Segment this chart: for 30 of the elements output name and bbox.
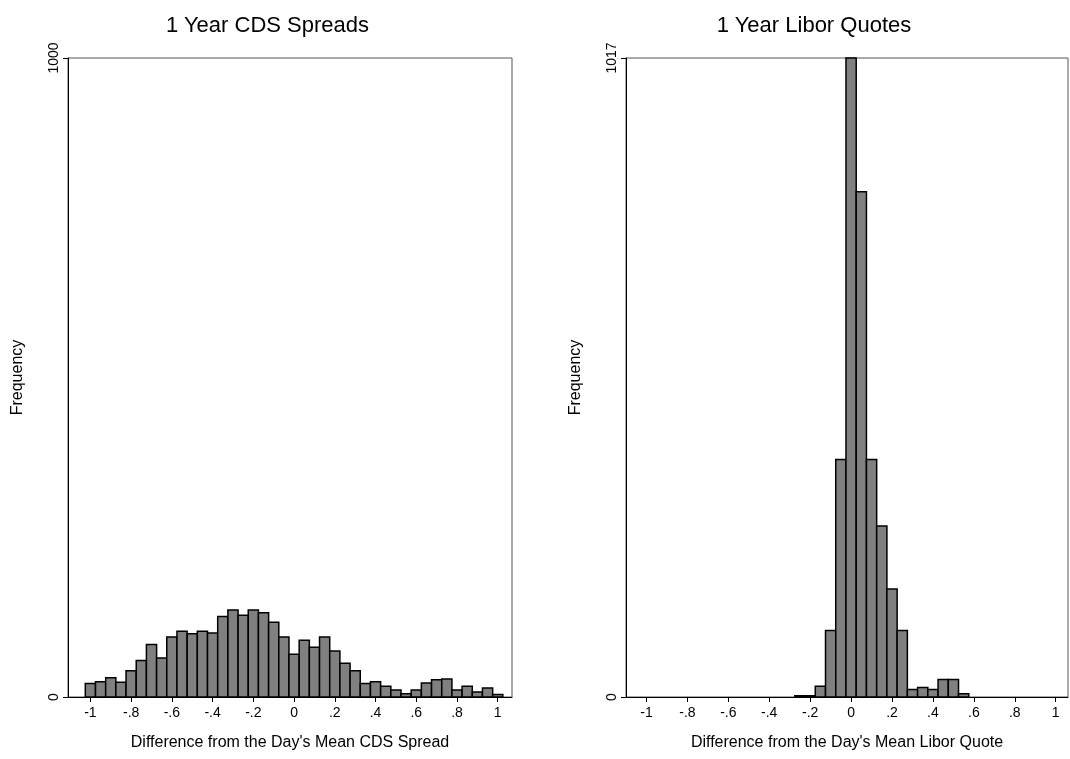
- x-tick-label: .4: [927, 704, 939, 720]
- x-tick-label: .2: [886, 704, 899, 720]
- y-axis-title: Frequency: [7, 339, 25, 416]
- x-axis-title: Difference from the Day's Mean Libor Quote: [690, 732, 1004, 750]
- x-tick-label: -.2: [245, 704, 262, 720]
- x-tick-label: 1: [493, 704, 502, 720]
- x-tick-label: -.8: [679, 704, 696, 720]
- x-tick-label: -1: [84, 704, 97, 720]
- x-tick-label: .6: [410, 704, 423, 720]
- x-tick-label: -.6: [720, 704, 737, 720]
- x-tick-label: -.8: [122, 704, 140, 720]
- x-tick-label: .8: [1008, 704, 1021, 720]
- x-tick-label: -.4: [761, 704, 778, 720]
- x-tick-label: 0: [847, 704, 856, 720]
- x-axis-title: Difference from the Day's Mean CDS Spread: [130, 732, 450, 750]
- y-tick-label: 1017: [603, 42, 619, 74]
- chart-title: 1 Year CDS Spreads: [165, 11, 370, 37]
- y-axis-title: Frequency: [565, 339, 583, 416]
- x-tick-label: .2: [328, 704, 341, 720]
- x-tick-label: -1: [640, 704, 653, 720]
- chart-title: 1 Year Libor Quotes: [716, 11, 912, 37]
- x-tick-label: -.6: [163, 704, 181, 720]
- x-tick-label: .6: [968, 704, 980, 720]
- x-tick-label: 0: [290, 704, 299, 720]
- x-tick-label: .8: [451, 704, 464, 720]
- x-tick-label: -.2: [801, 704, 819, 720]
- x-tick-label: .4: [369, 704, 382, 720]
- y-tick-label: 1000: [45, 42, 61, 74]
- x-tick-label: 1: [1051, 704, 1060, 720]
- x-tick-label: -.4: [204, 704, 221, 720]
